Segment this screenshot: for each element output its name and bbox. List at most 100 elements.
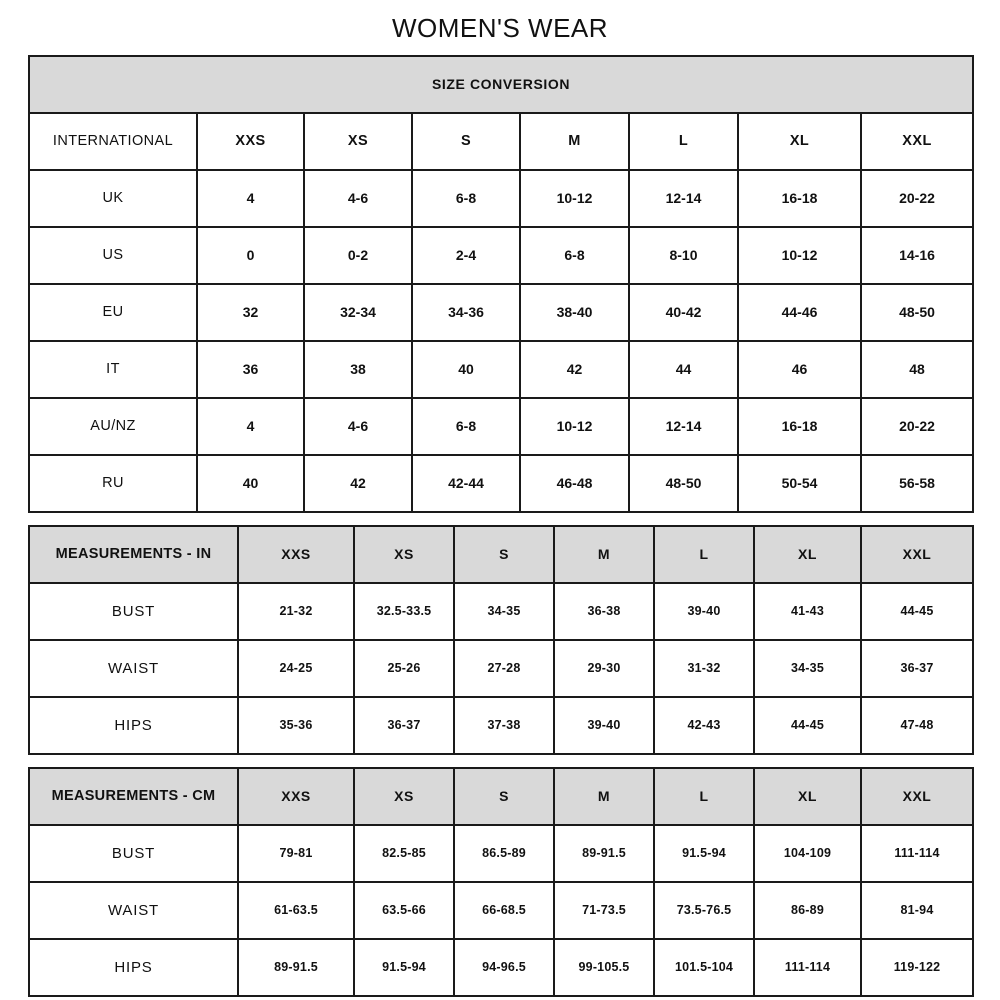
table-cell: 0 (196, 225, 305, 285)
table-cell: 46 (737, 339, 862, 399)
measurements-cm-table: MEASUREMENTS - CM XXS XS S M L XL XXL BU… (28, 766, 974, 997)
table-cell: 32-34 (303, 282, 413, 342)
row-label: EU (28, 282, 198, 342)
table-spacer (0, 513, 1000, 525)
table-cell: 48-50 (628, 453, 739, 513)
column-header-s: S (411, 111, 521, 171)
table-cell: 56-58 (859, 453, 975, 513)
row-label: HIPS (28, 695, 239, 755)
measurements-in-table: MEASUREMENTS - IN XXS XS S M L XL XXL BU… (28, 524, 974, 755)
table-cell: 42-43 (653, 695, 755, 755)
row-label: WAIST (28, 880, 239, 940)
table-cell: 34-36 (411, 282, 521, 342)
column-header-xxl: XXL (860, 766, 974, 826)
table-cell: 34-35 (453, 581, 555, 641)
table-cell: 25-26 (353, 638, 455, 698)
measurements-cm-head: MEASUREMENTS - CM XXS XS S M L XL XXL (28, 766, 974, 826)
table-row: WAIST 24-25 25-26 27-28 29-30 31-32 34-3… (28, 638, 974, 698)
column-header-xl: XL (753, 766, 862, 826)
row-label: WAIST (28, 638, 239, 698)
table-cell: 6-8 (519, 225, 630, 285)
table-cell: 16-18 (737, 396, 862, 456)
table-cell: 61-63.5 (237, 880, 355, 940)
table-cell: 35-36 (237, 695, 355, 755)
column-header-l: L (628, 111, 739, 171)
table-cell: 29-30 (553, 638, 655, 698)
measurements-cm-body: BUST 79-81 82.5-85 86.5-89 89-91.5 91.5-… (28, 823, 974, 997)
table-cell: 42 (303, 453, 413, 513)
table-cell: 42-44 (411, 453, 521, 513)
table-cell: 101.5-104 (653, 937, 755, 997)
row-label: US (28, 225, 198, 285)
table-cell: 38 (303, 339, 413, 399)
row-label: RU (28, 453, 198, 513)
table-cell: 36-37 (860, 638, 974, 698)
measurements-cm-header-row: MEASUREMENTS - CM XXS XS S M L XL XXL (28, 766, 974, 826)
column-header-m: M (553, 766, 655, 826)
table-row: BUST 79-81 82.5-85 86.5-89 89-91.5 91.5-… (28, 823, 974, 883)
table-cell: 104-109 (753, 823, 862, 883)
table-cell: 73.5-76.5 (653, 880, 755, 940)
size-conversion-body: SIZE CONVERSION INTERNATIONAL XXS XS S M… (27, 54, 975, 513)
measurements-in-header-row: MEASUREMENTS - IN XXS XS S M L XL XXL (28, 524, 974, 584)
table-cell: 94-96.5 (453, 937, 555, 997)
table-cell: 66-68.5 (453, 880, 555, 940)
column-header-l: L (653, 766, 755, 826)
table-cell: 111-114 (860, 823, 974, 883)
measurements-in-head: MEASUREMENTS - IN XXS XS S M L XL XXL (28, 524, 974, 584)
table-cell: 6-8 (411, 396, 521, 456)
table-cell: 21-32 (237, 581, 355, 641)
table-cell: 111-114 (753, 937, 862, 997)
table-row: HIPS 35-36 36-37 37-38 39-40 42-43 44-45… (28, 695, 974, 755)
size-conversion-header-row: INTERNATIONAL XXS XS S M L XL XXL (28, 111, 975, 171)
table-row: BUST 21-32 32.5-33.5 34-35 36-38 39-40 4… (28, 581, 974, 641)
table-cell: 10-12 (737, 225, 862, 285)
table-cell: 2-4 (411, 225, 521, 285)
size-conversion-table-wrapper: SIZE CONVERSION INTERNATIONAL XXS XS S M… (27, 54, 975, 513)
row-label: IT (28, 339, 198, 399)
table-cell: 36-38 (553, 581, 655, 641)
table-cell: 86-89 (753, 880, 862, 940)
table-row: EU 32 32-34 34-36 38-40 40-42 44-46 48-5… (28, 282, 975, 342)
table-row: AU/NZ 4 4-6 6-8 10-12 12-14 16-18 20-22 (28, 396, 975, 456)
table-cell: 39-40 (653, 581, 755, 641)
column-header-measurements-in: MEASUREMENTS - IN (28, 524, 239, 584)
column-header-s: S (453, 524, 555, 584)
table-cell: 46-48 (519, 453, 630, 513)
column-header-xs: XS (303, 111, 413, 171)
row-label: AU/NZ (28, 396, 198, 456)
table-cell: 4-6 (303, 396, 413, 456)
table-cell: 4-6 (303, 168, 413, 228)
column-header-xs: XS (353, 524, 455, 584)
table-cell: 71-73.5 (553, 880, 655, 940)
table-cell: 32 (196, 282, 305, 342)
table-row: IT 36 38 40 42 44 46 48 (28, 339, 975, 399)
table-row: RU 40 42 42-44 46-48 48-50 50-54 56-58 (28, 453, 975, 513)
column-header-xxs: XXS (196, 111, 305, 171)
table-cell: 91.5-94 (353, 937, 455, 997)
table-cell: 81-94 (860, 880, 974, 940)
table-cell: 20-22 (859, 168, 975, 228)
table-cell: 48 (859, 339, 975, 399)
column-header-measurements-cm: MEASUREMENTS - CM (28, 766, 239, 826)
page-title: WOMEN'S WEAR (391, 13, 609, 43)
table-cell: 38-40 (519, 282, 630, 342)
size-conversion-table: SIZE CONVERSION INTERNATIONAL XXS XS S M… (27, 54, 975, 513)
table-cell: 48-50 (859, 282, 975, 342)
column-header-s: S (453, 766, 555, 826)
table-cell: 119-122 (860, 937, 974, 997)
table-cell: 50-54 (737, 453, 862, 513)
column-header-xxs: XXS (237, 766, 355, 826)
table-cell: 0-2 (303, 225, 413, 285)
table-cell: 91.5-94 (653, 823, 755, 883)
row-label: HIPS (28, 937, 239, 997)
size-conversion-banner: SIZE CONVERSION (27, 54, 975, 114)
table-cell: 34-35 (753, 638, 862, 698)
table-cell: 63.5-66 (353, 880, 455, 940)
measurements-in-body: BUST 21-32 32.5-33.5 34-35 36-38 39-40 4… (28, 581, 974, 755)
column-header-xxl: XXL (859, 111, 975, 171)
table-cell: 42 (519, 339, 630, 399)
row-label: BUST (28, 823, 239, 883)
table-cell: 16-18 (737, 168, 862, 228)
table-spacer (0, 755, 1000, 767)
